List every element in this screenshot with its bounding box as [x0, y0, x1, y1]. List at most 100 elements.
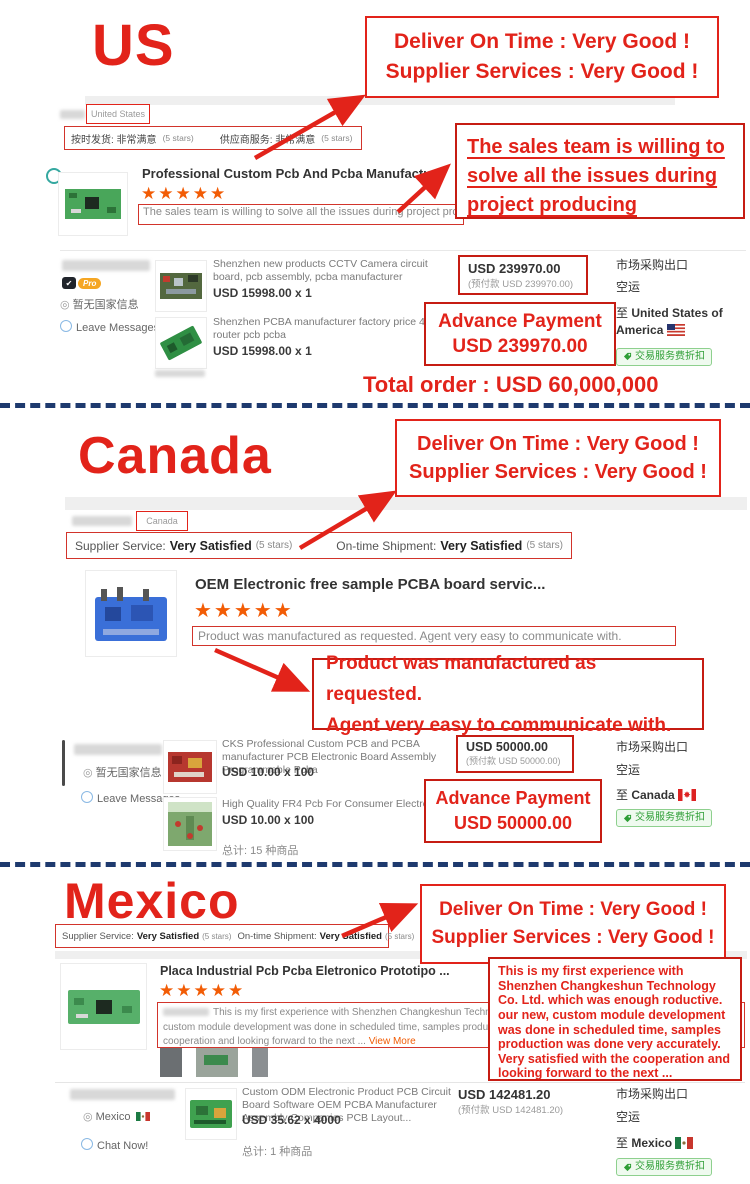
divider: [60, 250, 746, 251]
mexico-seller-location: ◎ Mexico: [83, 1110, 150, 1123]
canada-product-2-price: USD 10.00 x 100: [222, 813, 315, 827]
location-pin-icon: ◎: [83, 1111, 93, 1123]
canada-seller-location: ◎ 暂无国家信息: [83, 764, 162, 780]
canada-review-text-box: Product was manufactured as requested. A…: [192, 626, 676, 646]
to-prefix: 至: [616, 787, 632, 802]
pro-label: Pro: [78, 277, 102, 289]
canada-star-rating: ★★★★★: [194, 600, 294, 622]
canada-callout-line1: Deliver On Time : Very Good !: [417, 432, 699, 455]
canada-advance-label: Advance Payment: [435, 788, 591, 808]
us-fee-discount-badge[interactable]: 交易服务费折扣: [616, 347, 712, 366]
green-module-image: [67, 989, 140, 1024]
canada-advance-amount: USD 50000.00: [453, 813, 573, 833]
us-card-topbar: [85, 96, 675, 105]
mexico-review-product-image[interactable]: [60, 963, 147, 1050]
chat-icon: [81, 1138, 93, 1150]
canada-product-2-title[interactable]: High Quality FR4 Pcb For Consumer Electr…: [222, 798, 458, 810]
canada-product-thumb-1[interactable]: [163, 740, 217, 794]
canada-rating-service-value: Very Satisfied: [169, 538, 252, 553]
us-ship-destination: 至 United States of America: [616, 305, 744, 340]
canada-order-amount-box: USD 50000.00 (预付款 USD 50000.00): [456, 735, 574, 773]
us-total-order: Total order : USD 60,000,000: [363, 372, 659, 397]
mexico-review-callout-text: This is my first experience with Shenzhe…: [498, 964, 730, 1081]
blurred-username: [70, 1089, 175, 1100]
mexico-review-product-title[interactable]: Placa Industrial Pcb Pcba Eletronico Pro…: [160, 964, 450, 978]
canada-order-amount: USD 50000.00: [466, 740, 549, 754]
tag-icon: [623, 352, 632, 361]
us-ship-channel: 市场采购出口: [616, 258, 689, 272]
us-review-product-image[interactable]: [58, 172, 128, 236]
canada-review-product-image[interactable]: [85, 570, 177, 657]
mexico-review-photo-2[interactable]: [196, 1043, 238, 1077]
mexico-rating-shipment-label: On-time Shipment:: [237, 930, 317, 942]
mexico-ship-channel: 市场采购出口: [616, 1087, 689, 1101]
cctv-board-image: [160, 273, 202, 299]
destination-name: Mexico: [631, 1135, 673, 1150]
blurred-username: [60, 110, 85, 119]
us-order-deposit: (预付款 USD 239970.00): [468, 279, 574, 290]
canada-product-thumb-2[interactable]: [163, 797, 217, 851]
message-icon: [81, 791, 93, 803]
mexico-product-1-price: USD 35.62 x 4000: [242, 1113, 341, 1127]
green-pcb-image: [190, 1100, 232, 1128]
canada-review-callout-line2: Agent very easy to communicate with.: [326, 714, 672, 736]
mexico-fee-discount-badge[interactable]: 交易服务费折扣: [616, 1158, 712, 1177]
canada-product-1-title[interactable]: CKS Professional Custom PCB and PCBA man…: [222, 738, 437, 777]
mexico-product-1-title[interactable]: Custom ODM Electronic Product PCB Circui…: [242, 1086, 451, 1125]
mexico-rating-service-label: Supplier Service:: [62, 930, 134, 942]
mexico-review-photo-1[interactable]: [160, 1043, 182, 1077]
chat-now-button[interactable]: Chat Now!: [81, 1138, 148, 1152]
location-pin-icon: ◎: [83, 767, 93, 779]
canada-order-deposit: (预付款 USD 50000.00): [466, 756, 561, 766]
us-advance-amount: USD 239970.00: [452, 336, 588, 357]
leave-messages-button[interactable]: Leave Messages: [81, 791, 180, 805]
leave-messages-label: Leave Messages: [76, 322, 160, 334]
us-product-thumb-2[interactable]: [155, 317, 207, 369]
us-review-callout-line3: project producing: [467, 194, 637, 216]
us-order-amount: USD 239970.00: [468, 261, 561, 276]
to-prefix: 至: [616, 305, 632, 320]
section-title-us: US: [92, 13, 175, 78]
us-callout-line1: Deliver On Time : Very Good !: [393, 30, 691, 53]
mexico-ratings-box: Supplier Service: Very Satisfied (5 star…: [55, 924, 414, 948]
us-review-product-title[interactable]: Professional Custom Pcb And Pcba Manufac…: [142, 166, 443, 181]
section-title-mexico: Mexico: [64, 873, 240, 929]
us-review-text-box: The sales team is willing to solve all t…: [138, 204, 464, 225]
mexico-rating-service-stars: (5 stars): [202, 931, 232, 941]
us-review-callout: The sales team is willing to solve all t…: [455, 123, 745, 219]
canada-shipping-info: 市场采购出口 空运 至 Canada 交易服务费折扣: [616, 740, 744, 828]
section-divider-1: [0, 403, 750, 408]
us-product-thumb-1[interactable]: [155, 260, 207, 312]
us-rating-shipping-stars: (5 stars): [162, 133, 194, 143]
us-product-1-title[interactable]: Shenzhen new products CCTV Camera circui…: [213, 258, 428, 284]
mexico-rating-shipment-value: Very Satisfied: [319, 930, 382, 942]
us-ship-method: 空运: [616, 280, 641, 295]
mexico-rating-shipment-stars: (5 stars): [384, 931, 415, 941]
us-rating-service: 供应商服务: 非常满意: [219, 134, 316, 146]
us-seller-location-label: 暂无国家信息: [72, 299, 139, 311]
to-prefix: 至: [616, 1135, 632, 1150]
us-product-2-title[interactable]: Shenzhen PCBA manufacturer factory price…: [213, 316, 449, 342]
canada-review-product-title[interactable]: OEM Electronic free sample PCBA board se…: [195, 576, 546, 593]
message-icon: [60, 320, 72, 332]
mexico-review-callout: This is my first experience with Shenzhe…: [488, 957, 742, 1081]
us-review-text: The sales team is willing to solve all t…: [143, 206, 464, 218]
canada-rating-service-stars: (5 stars): [255, 540, 293, 551]
canada-advance-payment-box: Advance Payment USD 50000.00: [424, 779, 602, 843]
red-pcb-image: [168, 752, 212, 782]
leave-messages-button[interactable]: Leave Messages: [60, 320, 159, 334]
chat-now-label: Chat Now!: [97, 1140, 149, 1152]
scrollbar[interactable]: [62, 740, 65, 786]
view-more-link[interactable]: View More: [368, 1036, 416, 1047]
mexico-order-amount: USD 142481.20: [458, 1087, 551, 1102]
blurred-row: [155, 370, 205, 377]
mexico-product-thumb-1[interactable]: [185, 1088, 237, 1140]
mexico-shipping-info: 市场采购出口 空运 至 Mexico 交易服务费折扣: [616, 1087, 744, 1177]
canada-fee-discount-badge[interactable]: 交易服务费折扣: [616, 809, 712, 828]
mexico-review-photo-3[interactable]: [252, 1043, 268, 1077]
tab-canada-label: Canada: [146, 516, 178, 526]
tab-united-states[interactable]: United States: [86, 104, 150, 124]
tab-canada[interactable]: Canada: [136, 511, 188, 531]
section-title-canada: Canada: [78, 427, 272, 485]
pro-check-icon: ✔: [62, 277, 76, 289]
